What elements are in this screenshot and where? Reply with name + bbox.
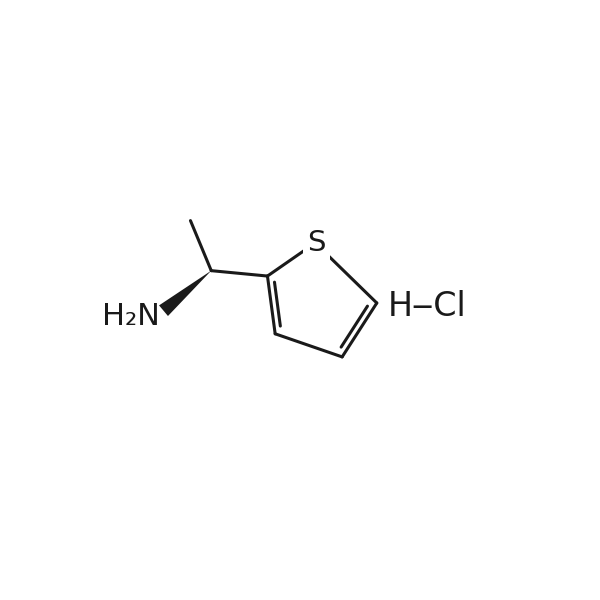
Text: H‒Cl: H‒Cl bbox=[388, 290, 466, 323]
Text: S: S bbox=[307, 229, 326, 257]
Polygon shape bbox=[159, 271, 211, 316]
Text: H₂N: H₂N bbox=[102, 302, 160, 331]
